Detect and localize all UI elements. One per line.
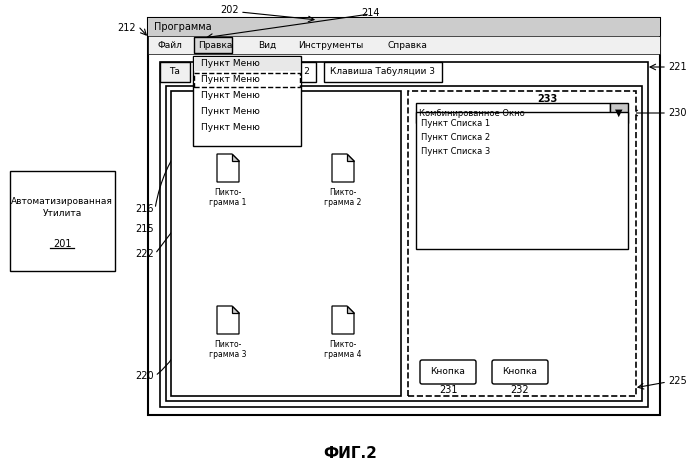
Text: Программа: Программа bbox=[154, 22, 211, 32]
Text: 220: 220 bbox=[135, 371, 154, 381]
Bar bbox=[171, 91, 401, 396]
Text: Пикто-
грамма 2: Пикто- грамма 2 bbox=[324, 188, 362, 207]
Bar bbox=[194, 73, 300, 87]
Polygon shape bbox=[232, 306, 239, 313]
Bar bbox=[610, 103, 628, 123]
Bar bbox=[416, 103, 610, 123]
Bar bbox=[148, 18, 660, 36]
Polygon shape bbox=[347, 306, 354, 313]
Bar bbox=[10, 171, 115, 271]
Bar bbox=[148, 18, 660, 415]
Polygon shape bbox=[332, 154, 354, 182]
Bar bbox=[193, 56, 301, 146]
Text: 221: 221 bbox=[668, 62, 687, 72]
Text: Автоматизированная: Автоматизированная bbox=[11, 197, 113, 206]
Polygon shape bbox=[332, 306, 354, 334]
Text: Вид: Вид bbox=[258, 41, 276, 49]
Text: Пункт Меню: Пункт Меню bbox=[201, 91, 260, 101]
Text: Клавиша Табуляции 2: Клавиша Табуляции 2 bbox=[204, 68, 309, 76]
Text: Пикто-
грамма 3: Пикто- грамма 3 bbox=[209, 340, 246, 359]
Bar bbox=[194, 37, 232, 53]
Bar bbox=[324, 62, 442, 82]
Text: Файл: Файл bbox=[158, 41, 183, 49]
Text: 225: 225 bbox=[668, 376, 687, 386]
Text: Пикто-
грамма 4: Пикто- грамма 4 bbox=[324, 340, 362, 359]
Bar bbox=[198, 62, 316, 82]
Bar bbox=[194, 57, 300, 71]
Text: Пункт Меню: Пункт Меню bbox=[201, 60, 260, 69]
Bar bbox=[160, 62, 190, 82]
Text: Кнопка: Кнопка bbox=[430, 368, 466, 377]
Text: 201: 201 bbox=[52, 239, 71, 249]
Bar bbox=[160, 62, 648, 407]
Text: Пункт Списка 2: Пункт Списка 2 bbox=[421, 133, 490, 143]
Polygon shape bbox=[347, 154, 354, 161]
Text: Справка: Справка bbox=[388, 41, 428, 49]
Text: Та: Та bbox=[169, 68, 181, 76]
Bar bbox=[148, 36, 660, 54]
Text: 214: 214 bbox=[360, 8, 379, 18]
Text: 222: 222 bbox=[135, 249, 154, 259]
Text: ФИГ.2: ФИГ.2 bbox=[323, 446, 377, 461]
Text: 202: 202 bbox=[220, 5, 239, 15]
Text: Инструменты: Инструменты bbox=[298, 41, 363, 49]
Text: Пикто-
грамма 1: Пикто- грамма 1 bbox=[209, 188, 246, 207]
Text: Пункт Списка 1: Пункт Списка 1 bbox=[421, 119, 490, 129]
Text: Пункт Меню: Пункт Меню bbox=[201, 123, 260, 132]
Bar bbox=[408, 91, 636, 396]
Text: Кнопка: Кнопка bbox=[503, 368, 538, 377]
Text: ▼: ▼ bbox=[615, 108, 623, 118]
Polygon shape bbox=[217, 306, 239, 334]
Text: Пункт Списка 3: Пункт Списка 3 bbox=[421, 148, 490, 157]
Text: Пункт Меню: Пункт Меню bbox=[201, 108, 260, 116]
FancyBboxPatch shape bbox=[420, 360, 476, 384]
Bar bbox=[166, 86, 642, 401]
Text: 230: 230 bbox=[668, 108, 687, 118]
Text: Утилита: Утилита bbox=[43, 210, 82, 219]
Text: Правка: Правка bbox=[198, 41, 232, 49]
Polygon shape bbox=[232, 154, 239, 161]
FancyBboxPatch shape bbox=[492, 360, 548, 384]
Text: 231: 231 bbox=[439, 385, 457, 395]
Bar bbox=[416, 112, 628, 249]
Polygon shape bbox=[217, 154, 239, 182]
Text: Клавиша Табуляции 3: Клавиша Табуляции 3 bbox=[330, 68, 435, 76]
Text: 232: 232 bbox=[511, 385, 529, 395]
Text: Комбинированное Окно: Комбинированное Окно bbox=[419, 109, 525, 117]
Text: 233: 233 bbox=[537, 94, 557, 104]
Text: 216: 216 bbox=[136, 204, 154, 214]
Text: Пункт Меню: Пункт Меню bbox=[201, 75, 260, 84]
Text: 212: 212 bbox=[118, 23, 136, 33]
Text: 215: 215 bbox=[135, 224, 154, 234]
